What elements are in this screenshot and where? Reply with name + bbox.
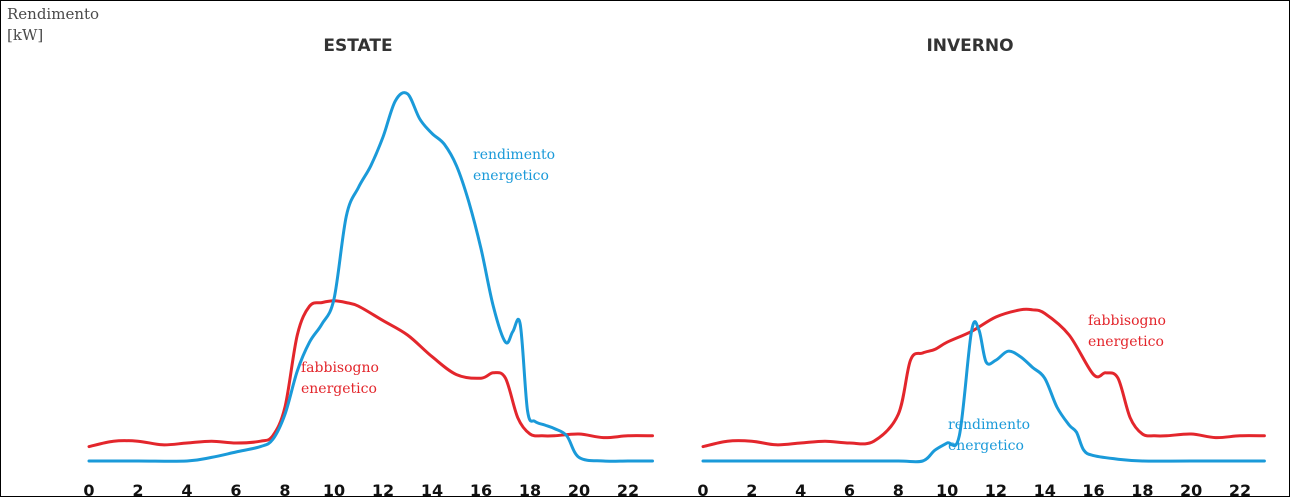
x-tick-label: 0 (83, 481, 94, 499)
x-tick-label: 14 (1034, 481, 1056, 499)
x-tick-label: 10 (323, 481, 345, 499)
x-tick-label: 18 (1131, 481, 1153, 499)
y-axis-label: Rendimento [kW] (7, 4, 99, 46)
chart-title-inverno: INVERNO (926, 36, 1013, 56)
series-line-rendimento-energetico (701, 320, 1266, 464)
series-annotation: fabbisogno energetico (301, 360, 379, 397)
x-tick-label: 6 (230, 481, 241, 499)
x-tick-label: 16 (1082, 481, 1104, 499)
x-tick-label: 2 (746, 481, 757, 499)
series-line-fabbisogno-energetico (701, 307, 1266, 449)
x-tick-label: 20 (1180, 481, 1202, 499)
x-tick-label: 12 (985, 481, 1007, 499)
series-annotation: fabbisogno energetico (1088, 313, 1166, 350)
y-axis-label-line-2: [kW] (7, 26, 44, 44)
x-tick-label: 20 (568, 481, 590, 499)
x-tick-label: 16 (470, 481, 492, 499)
x-tick-label: 4 (795, 481, 806, 499)
x-tick-label: 14 (421, 481, 443, 499)
x-tick-label: 18 (519, 481, 541, 499)
x-tick-label: 2 (132, 481, 143, 499)
x-tick-label: 10 (936, 481, 958, 499)
chart-title-estate: ESTATE (323, 36, 392, 56)
x-tick-label: 6 (844, 481, 855, 499)
x-tick-label: 8 (893, 481, 904, 499)
x-tick-label: 0 (697, 481, 708, 499)
series-line-rendimento-energetico (87, 91, 654, 463)
y-axis-label-line-1: Rendimento (7, 5, 100, 23)
series-annotation: rendimento energetico (473, 147, 555, 184)
x-tick-label: 22 (1229, 481, 1251, 499)
x-tick-label: 12 (372, 481, 394, 499)
x-tick-label: 8 (279, 481, 290, 499)
x-tick-label: 22 (617, 481, 639, 499)
x-tick-label: 4 (181, 481, 192, 499)
series-line-fabbisogno-energetico (87, 299, 654, 449)
series-annotation: rendimento energetico (948, 417, 1030, 454)
